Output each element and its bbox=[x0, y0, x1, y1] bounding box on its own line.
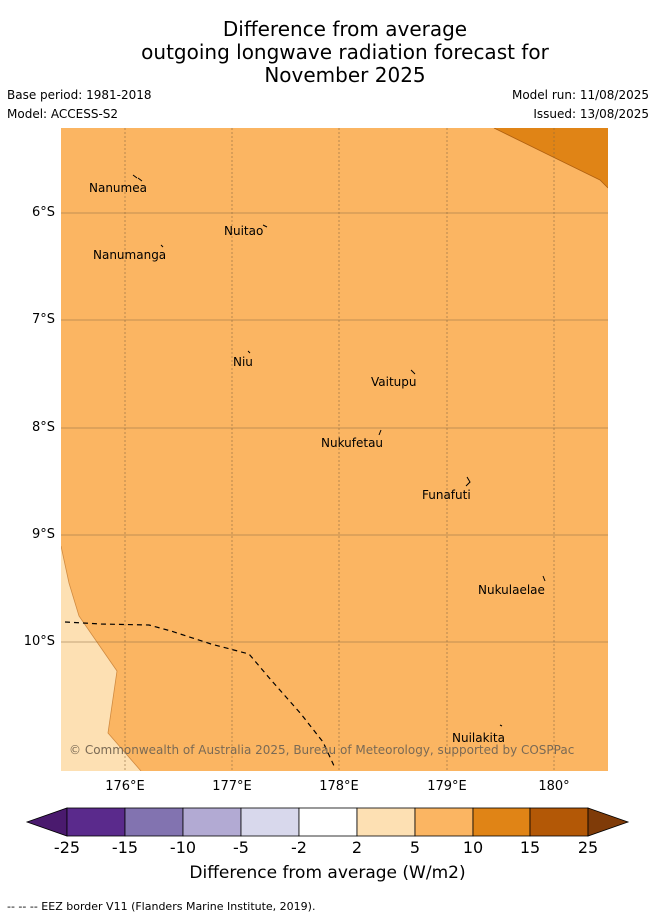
colorbar-swatch bbox=[356, 807, 416, 837]
band-5-10-area bbox=[61, 128, 608, 771]
colorbar-tick-label: 15 bbox=[519, 838, 541, 857]
colorbar-swatch bbox=[182, 807, 242, 837]
band-2-5-area bbox=[61, 546, 141, 771]
forecast-map: Nanumea Nuitao Nanumanga Niu Vaitupu Nuk… bbox=[61, 128, 608, 771]
copyright-text: © Commonwealth of Australia 2025, Bureau… bbox=[69, 743, 574, 757]
colorbar-swatch bbox=[124, 807, 184, 837]
colorbar-swatch bbox=[529, 807, 589, 837]
place-label: Nuitao bbox=[224, 224, 263, 238]
island-niu bbox=[247, 350, 251, 354]
colorbar-extend-low bbox=[25, 807, 68, 837]
lat-tick-label: 10°S bbox=[23, 634, 55, 649]
grid-lines bbox=[61, 128, 608, 771]
issued-date: Issued: 13/08/2025 bbox=[533, 107, 649, 121]
island-nukufetau bbox=[378, 429, 382, 436]
colorbar-swatch bbox=[240, 807, 300, 837]
title-line-2: outgoing longwave radiation forecast for bbox=[141, 40, 549, 64]
island-nanumanga bbox=[160, 244, 164, 248]
model-name: Model: ACCESS-S2 bbox=[7, 107, 119, 121]
place-labels: Nanumea Nuitao Nanumanga Niu Vaitupu Nuk… bbox=[89, 181, 545, 745]
title-line-1: Difference from average bbox=[222, 17, 468, 41]
lat-tick-label: 6°S bbox=[31, 205, 55, 220]
place-label: Nanumea bbox=[89, 181, 147, 195]
lon-tick-label: 176°E bbox=[105, 779, 145, 794]
colorbar-tick-label: -2 bbox=[291, 838, 307, 857]
place-label: Nuilakita bbox=[452, 731, 505, 745]
place-label: Nanumanga bbox=[93, 248, 166, 262]
title-line-3: November 2025 bbox=[264, 63, 426, 87]
place-label: Niu bbox=[233, 355, 253, 369]
island-outlines bbox=[132, 174, 546, 727]
contour-line bbox=[493, 128, 608, 189]
lat-tick-label: 7°S bbox=[31, 312, 55, 327]
colorbar bbox=[25, 807, 630, 837]
island-nuitao bbox=[262, 224, 268, 228]
colorbar-tick-label: -5 bbox=[233, 838, 249, 857]
colorbar-tick-label: 10 bbox=[462, 838, 484, 857]
colorbar-tick-label: 2 bbox=[351, 838, 363, 857]
model-run: Model run: 11/08/2025 bbox=[511, 88, 649, 102]
lat-tick-label: 8°S bbox=[31, 420, 55, 435]
colorbar-swatch bbox=[298, 807, 358, 837]
colorbar-tick-label: -10 bbox=[169, 838, 197, 857]
place-label: Nukulaelae bbox=[478, 583, 545, 597]
contour-line bbox=[61, 545, 142, 771]
lon-tick-label: 178°E bbox=[319, 779, 359, 794]
colorbar-swatch bbox=[66, 807, 126, 837]
band-10-15-area bbox=[494, 128, 608, 188]
eez-legend: -- -- -- EEZ border V11 (Flanders Marine… bbox=[7, 900, 316, 913]
colorbar-tick-label: 5 bbox=[409, 838, 421, 857]
colorbar-title: Difference from average (W/m2) bbox=[189, 863, 466, 883]
colorbar-extend-high bbox=[587, 807, 630, 837]
island-funafuti bbox=[465, 476, 471, 487]
colorbar-tick-label: -25 bbox=[53, 838, 81, 857]
colorbar-tick-label: -15 bbox=[111, 838, 139, 857]
lat-tick-label: 9°S bbox=[31, 527, 55, 542]
island-nukulaelae bbox=[542, 575, 546, 582]
place-label: Nukufetau bbox=[321, 436, 383, 450]
colorbar-tick-label: 25 bbox=[577, 838, 599, 857]
base-period: Base period: 1981-2018 bbox=[7, 88, 152, 102]
place-label: Vaitupu bbox=[371, 375, 417, 389]
colorbar-swatch bbox=[472, 807, 531, 837]
lon-tick-label: 177°E bbox=[212, 779, 252, 794]
lon-tick-label: 180° bbox=[538, 779, 570, 794]
place-label: Funafuti bbox=[422, 488, 471, 502]
island-nanumea bbox=[132, 174, 143, 182]
colorbar-swatch bbox=[414, 807, 474, 837]
island-nuilakita bbox=[499, 724, 503, 727]
lon-tick-label: 179°E bbox=[427, 779, 467, 794]
island-vaitupu bbox=[410, 369, 416, 375]
